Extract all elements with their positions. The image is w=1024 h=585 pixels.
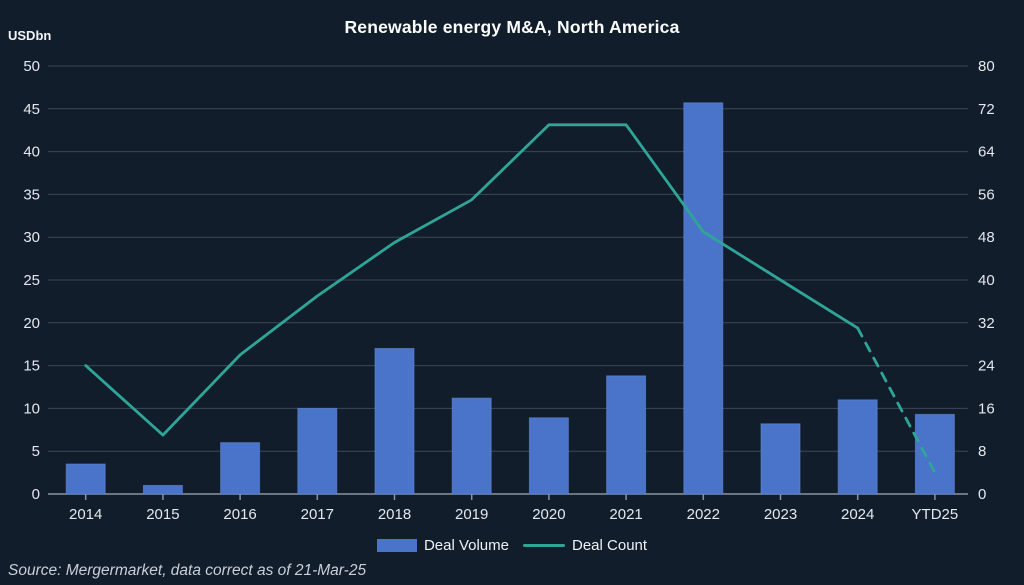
- deal-volume-bar-2020: [528, 417, 569, 495]
- legend-label-deal-volume: Deal Volume: [423, 537, 509, 554]
- left-axis-tick-label: 40: [23, 144, 40, 161]
- right-axis-tick-label: 0: [978, 486, 986, 503]
- deal-volume-bar-2023: [760, 423, 801, 495]
- deal-count-swatch-icon: [523, 544, 565, 547]
- deal-volume-bar-YTD25: [914, 413, 955, 495]
- left-axis-tick-label: 0: [32, 486, 40, 503]
- right-axis-tick-label: 48: [978, 229, 995, 246]
- left-axis-tick-label: 35: [23, 186, 40, 203]
- left-axis-tick-label: 10: [23, 400, 40, 417]
- legend-label-deal-count: Deal Count: [572, 537, 648, 554]
- left-axis-tick-label: 50: [23, 58, 40, 75]
- deal-volume-bar-2018: [374, 347, 415, 495]
- x-axis-category-label: 2015: [146, 506, 179, 523]
- right-axis-tick-label: 8: [978, 443, 986, 460]
- left-axis-tick-label: 15: [23, 358, 40, 375]
- deal-count-line-solid: [84, 123, 860, 437]
- right-axis-tick-label: 72: [978, 101, 995, 118]
- x-axis-category-label: 2023: [764, 506, 797, 523]
- deal-volume-bar-2019: [451, 397, 492, 495]
- left-axis-tick-label: 45: [23, 101, 40, 118]
- x-axis-category-label: 2017: [301, 506, 334, 523]
- left-axis-unit-label: USDbn: [8, 28, 52, 43]
- source-note: Source: Mergermarket, data correct as of…: [8, 562, 367, 579]
- deal-volume-bar-2014: [65, 463, 106, 495]
- x-axis-category-label: 2018: [378, 506, 411, 523]
- left-axis-tick-label: 25: [23, 272, 40, 289]
- x-axis-category-label: 2022: [687, 506, 720, 523]
- left-axis-tick-label: 20: [23, 315, 40, 332]
- deal-volume-bar-2021: [606, 375, 647, 495]
- chart-legend: Deal Volume Deal Count: [0, 537, 1024, 554]
- legend-item-deal-volume: Deal Volume: [376, 537, 509, 554]
- left-axis-tick-label: 30: [23, 229, 40, 246]
- x-axis-category-label: 2019: [455, 506, 488, 523]
- deal-volume-bar-2017: [297, 407, 338, 495]
- right-axis-tick-label: 32: [978, 315, 995, 332]
- x-axis-category-label: 2021: [609, 506, 642, 523]
- legend-item-deal-count: Deal Count: [523, 537, 647, 554]
- chart-title: Renewable energy M&A, North America: [344, 17, 680, 37]
- deal-volume-bar-2022: [683, 102, 724, 495]
- x-axis-category-label: 2020: [532, 506, 565, 523]
- deal-volume-bar-2024: [837, 399, 878, 495]
- x-axis-category-label: 2016: [223, 506, 256, 523]
- right-axis-tick-label: 40: [978, 272, 995, 289]
- right-axis-tick-label: 56: [978, 186, 995, 203]
- x-axis-category-label: YTD25: [912, 506, 959, 523]
- right-axis-tick-label: 64: [978, 144, 995, 161]
- left-axis-tick-label: 5: [32, 443, 40, 460]
- deal-volume-bar-2016: [220, 442, 261, 495]
- deal-count-line-dashed: [856, 326, 937, 474]
- deal-volume-bar-2015: [142, 484, 183, 495]
- right-axis-tick-label: 80: [978, 58, 995, 75]
- right-axis-tick-label: 16: [978, 400, 995, 417]
- x-axis-category-label: 2024: [841, 506, 874, 523]
- x-axis-category-label: 2014: [69, 506, 102, 523]
- deal-volume-swatch-icon: [376, 539, 417, 552]
- right-axis-tick-label: 24: [978, 358, 995, 375]
